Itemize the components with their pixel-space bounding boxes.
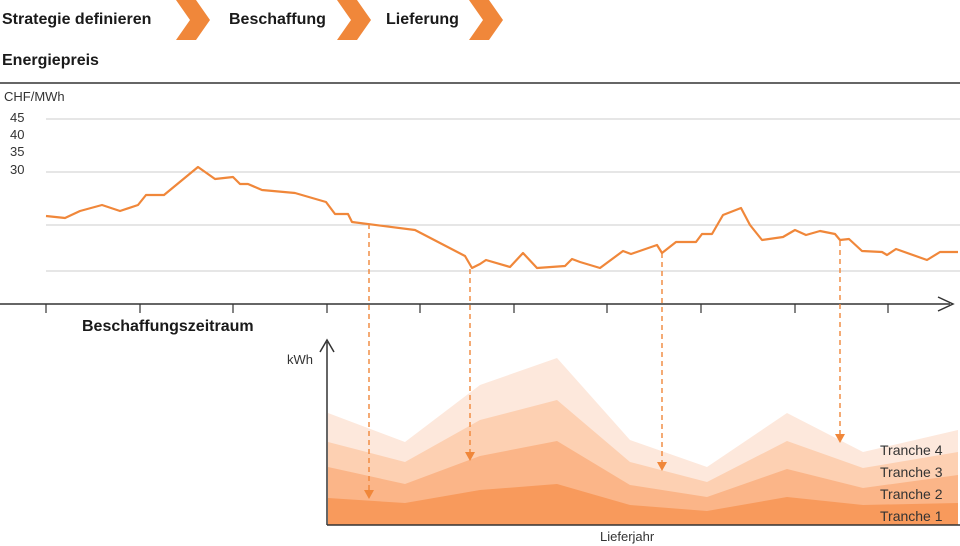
purchase-arrowheads xyxy=(364,434,845,499)
price-panel-title: Energiepreis xyxy=(2,52,99,69)
price-unit-label: CHF/MWh xyxy=(4,89,65,104)
arrow-down-icon xyxy=(835,434,845,443)
price-line xyxy=(45,165,958,270)
arrow-down-icon xyxy=(657,462,667,471)
step-procurement: Beschaffung xyxy=(229,0,326,40)
price-tick-label: 35 xyxy=(10,144,25,159)
price-tick-label: 30 xyxy=(10,162,25,177)
time-axis-arrow-icon xyxy=(937,296,955,312)
kwh-unit-label: kWh xyxy=(287,352,313,367)
kwh-axis-arrow-icon xyxy=(319,338,335,353)
tranche-2-label: Tranche 2 xyxy=(880,486,943,502)
step-strategy-label: Strategie definieren xyxy=(2,11,152,28)
arrow-down-icon xyxy=(465,452,475,461)
tranche-3-label: Tranche 3 xyxy=(880,464,943,480)
arrow-down-icon xyxy=(364,490,374,499)
price-tick-label: 40 xyxy=(10,127,25,142)
time-axis-ticks xyxy=(45,304,889,313)
chevron-arrow-icon xyxy=(469,0,503,40)
step-strategy: Strategie definieren xyxy=(2,0,151,40)
tranche-4-label: Tranche 4 xyxy=(880,442,943,458)
purchase-arrows xyxy=(368,224,841,490)
tranche-1-label: Tranche 1 xyxy=(880,508,943,524)
procurement-panel-title: Beschaffungszeitraum xyxy=(82,318,254,335)
price-grid xyxy=(46,118,960,272)
price-tick-label: 45 xyxy=(10,110,25,125)
chevron-arrow-icon xyxy=(176,0,210,40)
delivery-year-label: Lieferjahr xyxy=(600,529,655,544)
step-procurement-label: Beschaffung xyxy=(229,11,326,28)
chevron-arrow-icon xyxy=(337,0,371,40)
step-delivery: Lieferung xyxy=(386,0,459,40)
tranche-1-area xyxy=(328,484,958,525)
step-delivery-label: Lieferung xyxy=(386,11,459,28)
